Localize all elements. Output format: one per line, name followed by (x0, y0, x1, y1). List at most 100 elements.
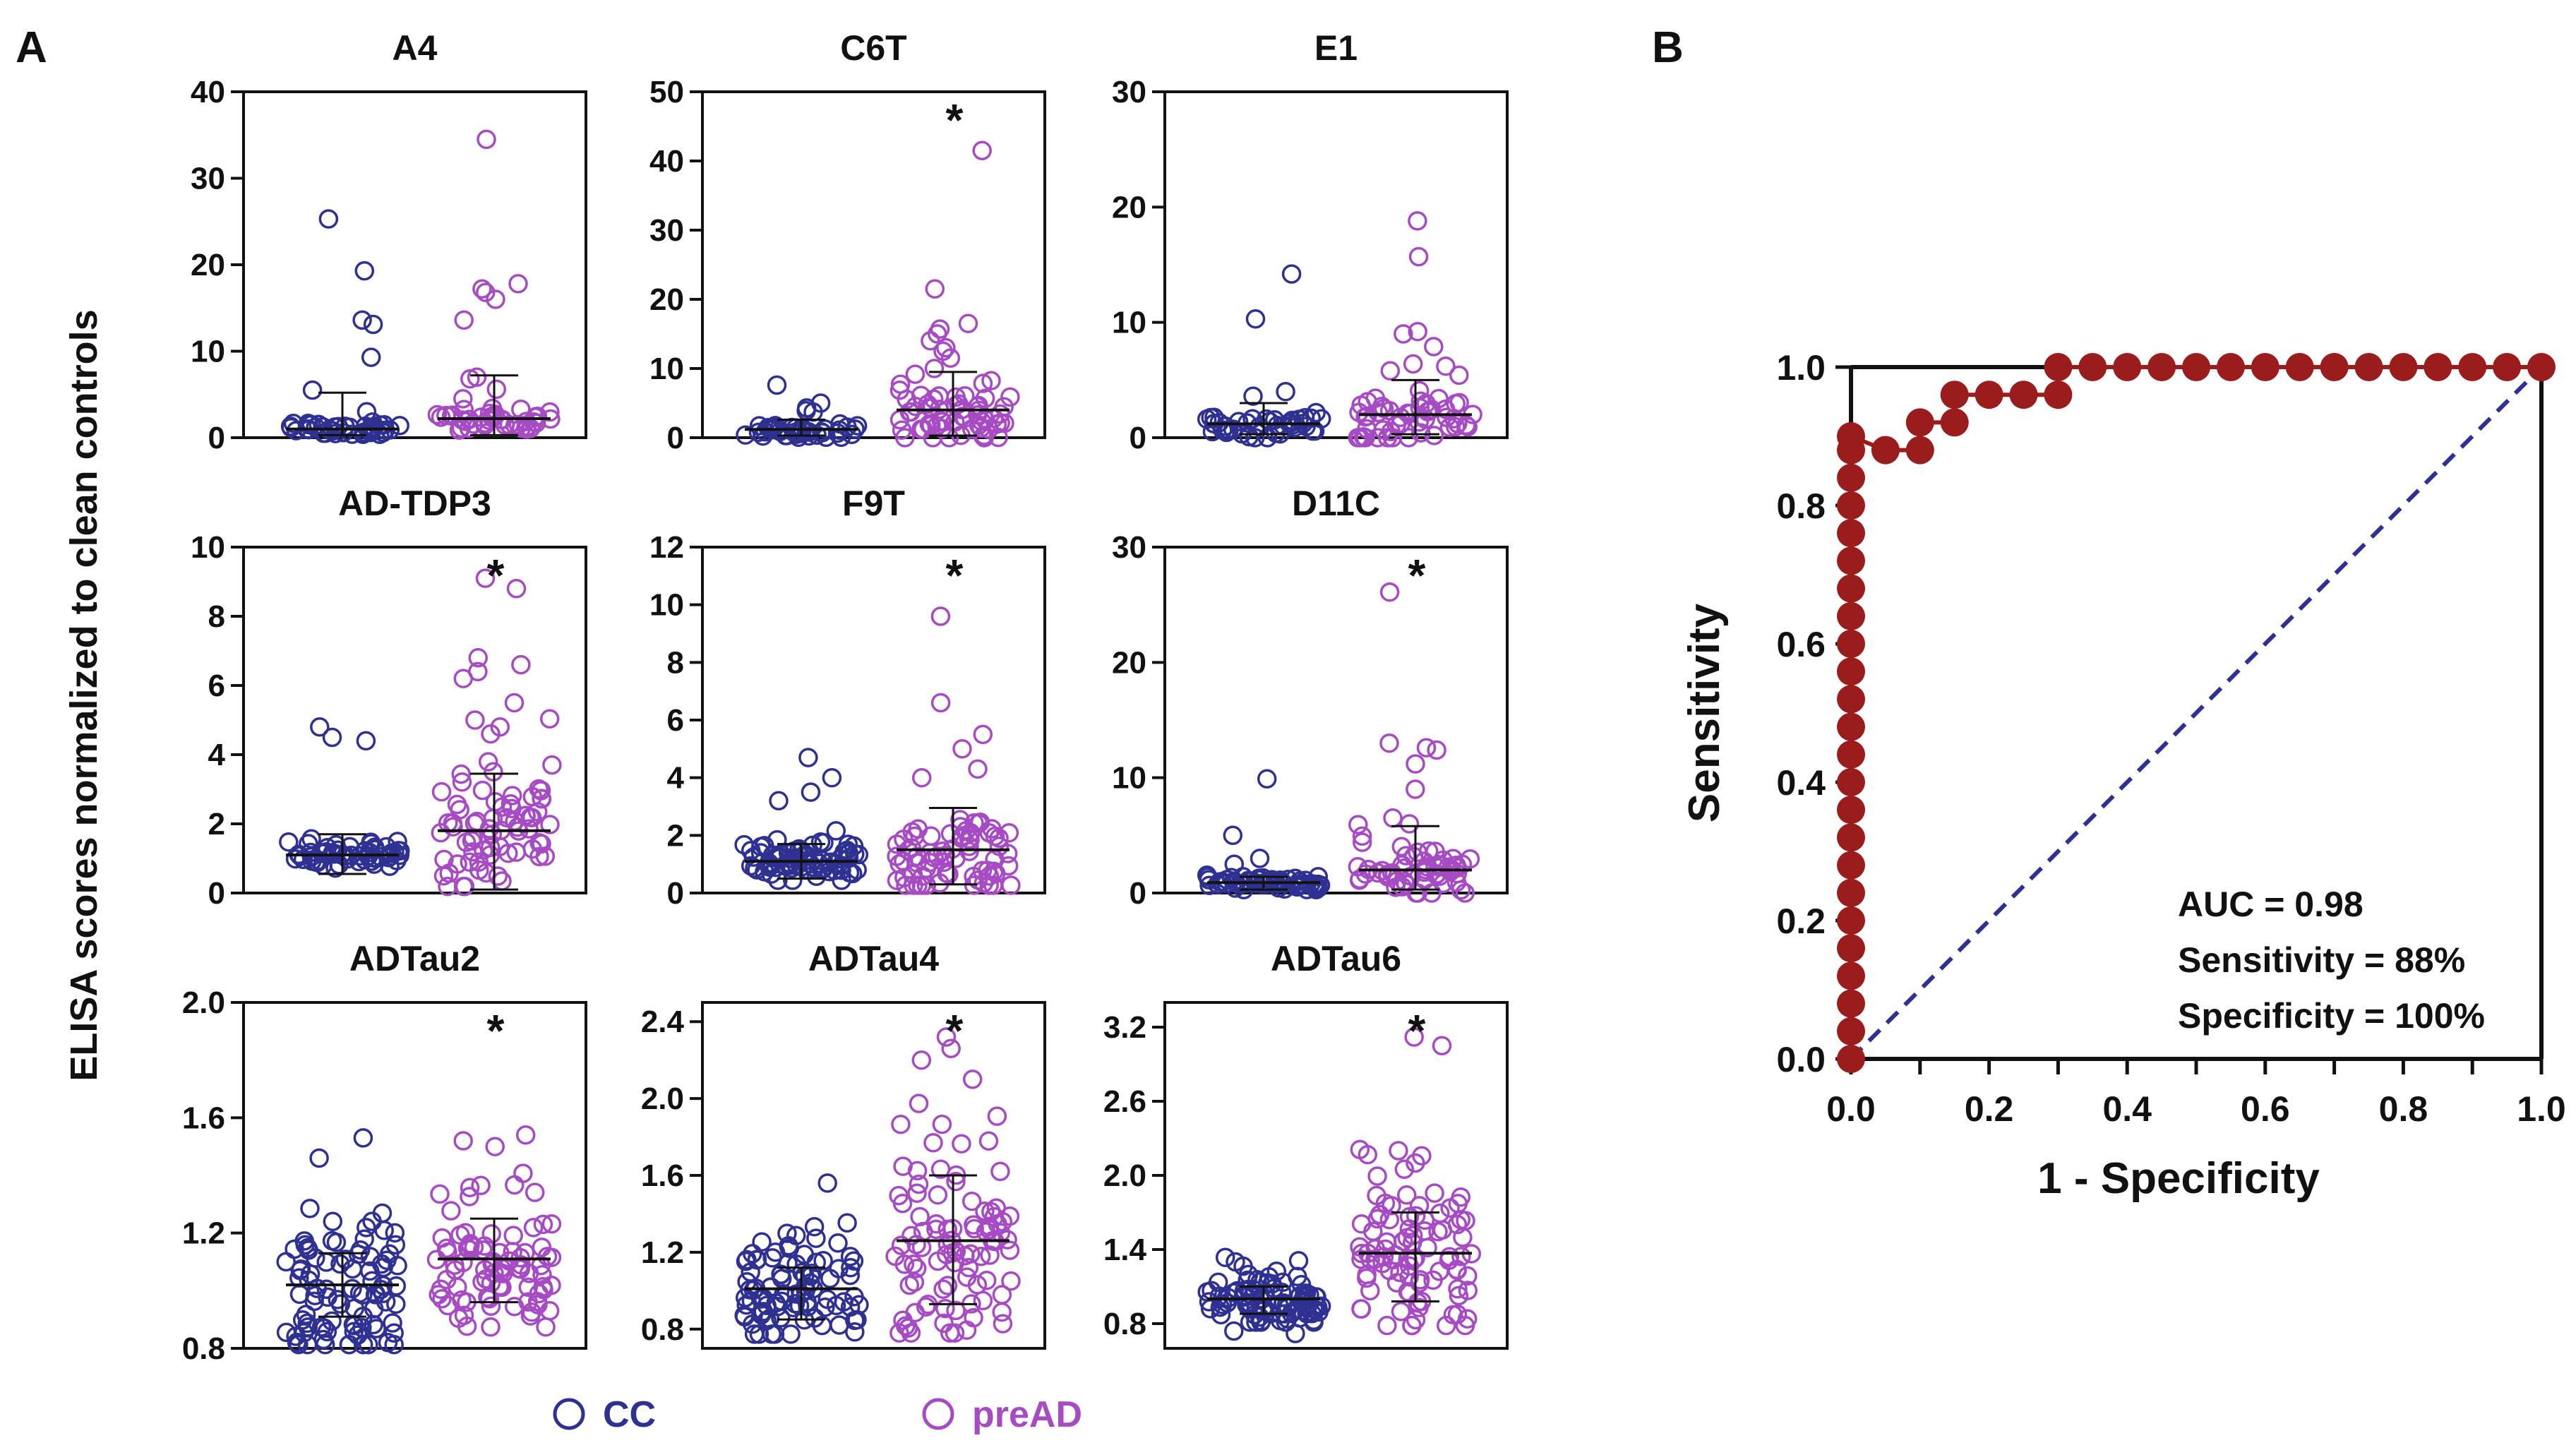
y-tick-label: 20 (649, 282, 684, 317)
y-tick-label: 0.0 (1776, 1040, 1826, 1079)
data-point (505, 415, 525, 436)
dotplot-f9t: F9T 0 2 4 6 8 10 12 * (649, 484, 1046, 911)
reference-diagonal-line (1849, 365, 2544, 1061)
data-point (989, 837, 1010, 856)
data-point (354, 260, 375, 281)
data-point (1281, 264, 1302, 284)
roc-point (2216, 353, 2245, 381)
data-point (777, 1223, 797, 1243)
data-point (361, 347, 381, 367)
data-point (946, 1171, 966, 1192)
data-point (904, 1254, 923, 1274)
data-point (1458, 1266, 1478, 1286)
data-point (1250, 849, 1270, 868)
data-point (958, 313, 978, 334)
data-point (322, 727, 342, 748)
data-point (984, 861, 1004, 882)
data-point (482, 398, 503, 419)
data-point (1349, 870, 1370, 890)
data-point (841, 424, 862, 445)
data-point (515, 1125, 536, 1145)
data-point (541, 1214, 562, 1234)
data-point (810, 832, 831, 852)
roc-point (2044, 381, 2073, 409)
data-point (297, 1238, 318, 1258)
data-point (1289, 875, 1309, 894)
y-tick-label: 30 (1112, 75, 1146, 109)
data-point (542, 755, 562, 775)
y-tick-label: 1.6 (182, 1101, 225, 1135)
data-point (1208, 1272, 1228, 1293)
roc-point (2147, 353, 2176, 381)
y-tick-label: 30 (1112, 530, 1146, 565)
data-point (981, 371, 1001, 390)
y-tick-label: 1.4 (1103, 1233, 1147, 1267)
data-point (1453, 1228, 1473, 1247)
roc-point (1837, 1045, 1865, 1073)
y-tick-label: 30 (191, 162, 225, 196)
data-point (952, 1134, 971, 1154)
data-point (941, 1038, 961, 1059)
data-point (1250, 1307, 1270, 1327)
panel-title-adtau2: ADTau2 (349, 939, 480, 978)
data-point (471, 1175, 491, 1196)
roc-point (2354, 353, 2383, 381)
data-point (1297, 1302, 1317, 1322)
data-point (431, 1279, 451, 1299)
data-point (894, 851, 913, 871)
data-point (736, 1295, 756, 1315)
roc-point (1837, 601, 1865, 630)
data-point (845, 1322, 865, 1342)
data-point (990, 1161, 1010, 1182)
data-point (362, 1211, 382, 1231)
data-point (971, 1247, 991, 1266)
y-tick-label: 2.0 (641, 1081, 684, 1116)
data-point (1408, 246, 1429, 267)
data-point (817, 1173, 837, 1193)
data-point (353, 1334, 373, 1355)
data-point (798, 748, 818, 767)
data-point (1396, 1185, 1417, 1205)
y-tick-label: 10 (649, 352, 684, 386)
data-point (342, 1278, 362, 1299)
y-tick-label: 10 (191, 335, 225, 369)
data-point (1404, 1250, 1424, 1269)
data-point (760, 418, 780, 438)
data-point (1355, 407, 1375, 427)
data-point (901, 1323, 921, 1343)
data-point (388, 1256, 407, 1276)
y-tick-label: 2 (208, 807, 225, 841)
y-tick-label: 40 (191, 75, 225, 109)
data-point (1223, 825, 1243, 846)
data-point (1365, 1238, 1386, 1259)
roc-point (1837, 546, 1865, 575)
data-point (891, 1114, 911, 1134)
data-point (931, 411, 952, 431)
data-point (1243, 386, 1263, 406)
data-point (936, 1027, 957, 1047)
y-tick-label: 20 (1112, 645, 1146, 680)
data-point (504, 1297, 525, 1317)
data-point (525, 1182, 545, 1202)
data-point (972, 140, 992, 161)
significance-star: * (487, 1005, 505, 1056)
data-point (1416, 738, 1437, 757)
y-tick-label: 2 (667, 818, 684, 853)
dotplot-c6t: C6T 0 10 20 30 40 50 * (649, 28, 1046, 455)
data-point (885, 1246, 905, 1266)
roc-point (2251, 353, 2280, 381)
data-point (1410, 423, 1431, 443)
roc-point (1837, 630, 1865, 658)
data-point (492, 871, 512, 891)
data-point (771, 1264, 791, 1285)
data-point (1228, 412, 1249, 431)
data-point (844, 1251, 864, 1271)
data-point (930, 693, 951, 713)
roc-point (1837, 657, 1865, 686)
data-point (541, 1247, 562, 1267)
legend-cc-marker (553, 1398, 585, 1430)
data-point (1306, 402, 1326, 423)
data-point (373, 1257, 393, 1278)
data-point (1451, 1187, 1471, 1207)
